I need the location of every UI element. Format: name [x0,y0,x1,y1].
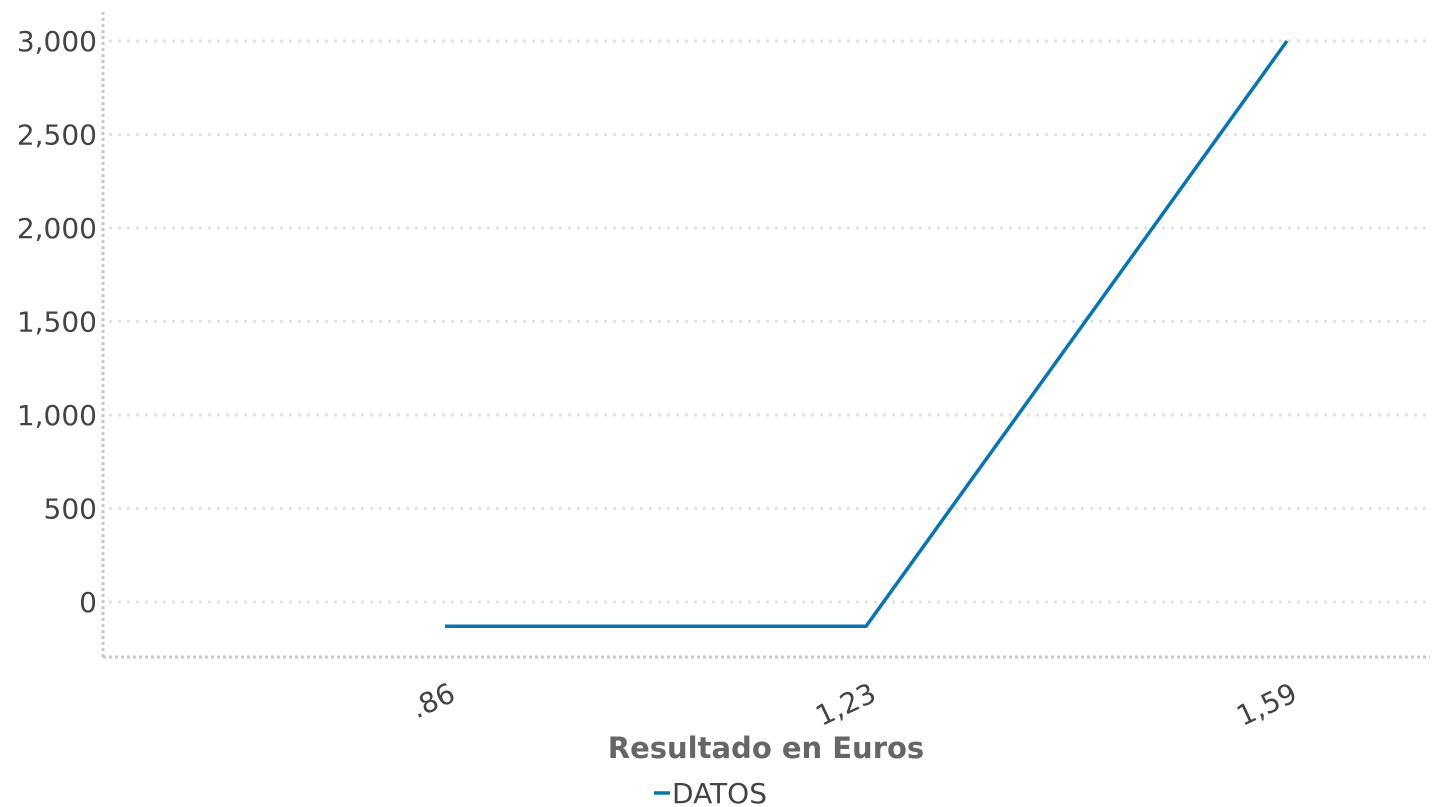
gridlines [109,39,1430,604]
y-tick-labels: 0 500 1,000 1,500 2,000 2,500 3,000 [17,25,97,619]
series-line-datos [445,39,1289,629]
x-tick-label: 1,23 [811,676,881,732]
series-layer [444,39,1289,629]
y-tick-label: 3,000 [17,25,97,58]
y-tick-label: 1,000 [17,399,97,432]
y-tick-label: 2,000 [17,212,97,245]
axes [101,12,1430,659]
y-tick-label: 1,500 [17,306,97,339]
x-tick-labels: .86 1,23 1,59 [406,676,1302,732]
x-tick-label: 1,59 [1232,676,1302,732]
y-tick-label: 500 [44,493,97,526]
y-tick-label: 2,500 [17,119,97,152]
x-axis-label: Resultado en Euros [608,731,924,765]
y-tick-label: 0 [79,586,97,619]
legend-label: DATOS [672,777,767,807]
x-tick-label: .86 [406,676,460,725]
legend: DATOS [654,777,767,807]
